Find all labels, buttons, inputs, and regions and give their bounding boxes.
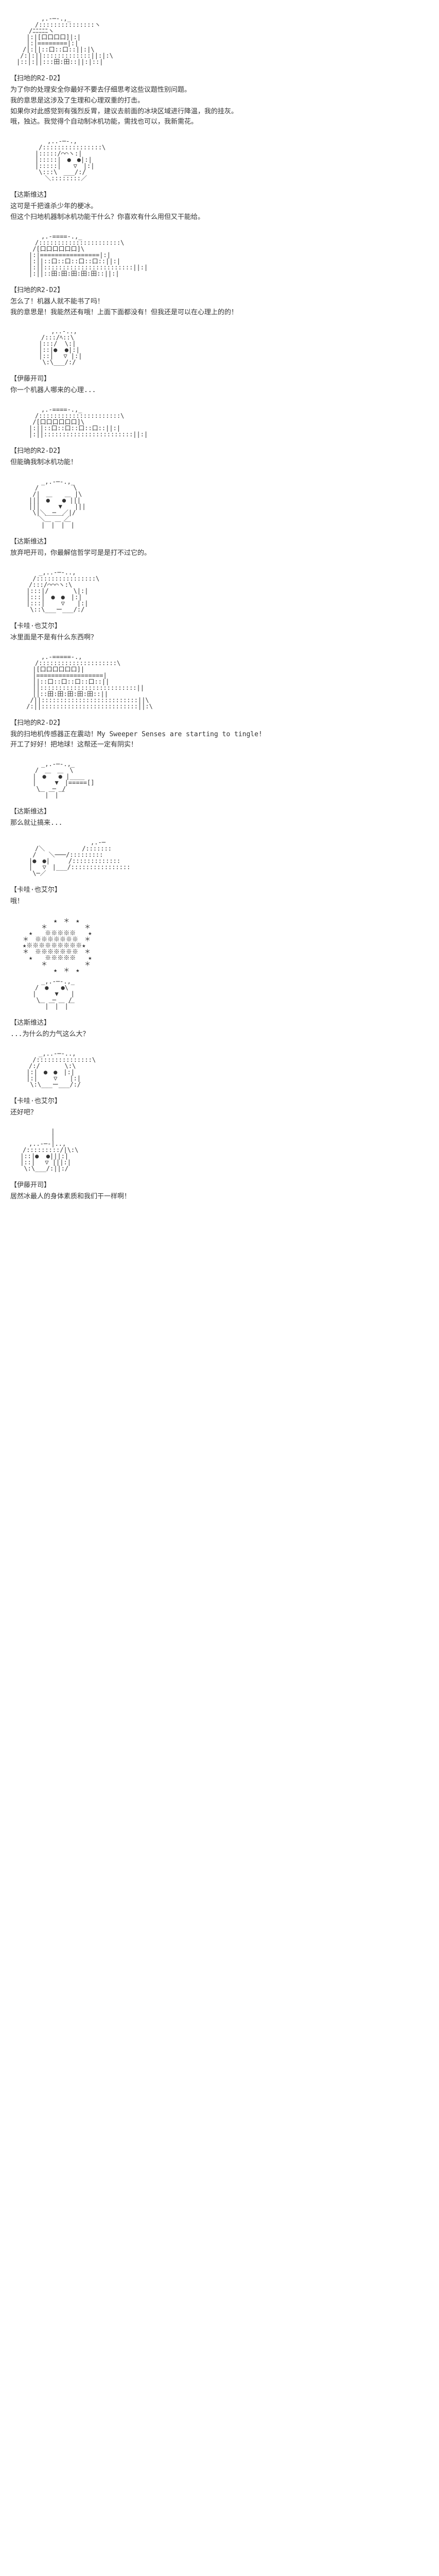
line: 但这个扫地机器制冰机功能干什么？你喜欢有什么用但又干能给。 — [10, 212, 429, 223]
dialogue-text: 怎么了！机器人就不能书了吗！ 我的意思是！我能然还有哦！上面下面都没有！但我还是… — [10, 297, 429, 318]
ascii-art-kawa-1: _,..-─-.., /::::::::::::::::\ /:::/⌒⌒⌒ヽ:… — [10, 569, 429, 613]
ascii-art-vader-1: ,..-─-., /::::::::::::::::\ |:::::/⌒⌒ヽ:|… — [10, 138, 429, 181]
dialogue-text: 但能确我制冰机功能！ — [10, 457, 429, 468]
line: 如果你对此感觉到有强烈反胃，建议去前面的冰块区域进行降温，我的挂灰。 — [10, 107, 429, 117]
speaker-label: 【扫地的R2-D2】 — [10, 73, 429, 82]
line: 但能确我制冰机功能！ — [10, 457, 429, 468]
line: 冰里面是不是有什么东西啊？ — [10, 633, 429, 643]
speaker-label: 【扫地的R2-D2】 — [10, 717, 429, 727]
dialogue-text: 那么就让搞来... — [10, 818, 429, 829]
speaker-label: 【伊藤开司】 — [10, 373, 429, 383]
speaker-label: 【卡哇·也艾尔】 — [10, 884, 429, 894]
ascii-art-vader-2: _,.-─-.,_ / \ /| ＿ ＿ |\ ||| ● ● ||| ||| … — [10, 479, 429, 528]
ascii-art-explosion: ★ ＊ ★ ＊ ＊ ★ ※※※※※ ★ ＊ ※※※※※※※ ＊ ★※※※※※※※… — [10, 918, 429, 973]
dialogue-text: 放弃吧开司，你最解信哲学可是是打不过它的。 — [10, 548, 429, 559]
dialogue-text: 这可是千把谁杀少年的梗冰。 但这个扫地机器制冰机功能干什么？你喜欢有什么用但又干… — [10, 201, 429, 223]
dialogue-text: 冰里面是不是有什么东西啊？ — [10, 633, 429, 643]
ascii-art-kaiji-1: ,..-.., /:::/ﾍ::\ |:::/ \:| |::|● ●|:| |… — [10, 328, 429, 365]
line: 为了你的处理安全你最好不要去仔细思考这些议题性别问题。 — [10, 85, 429, 96]
dialogue-text: 哦！ — [10, 896, 429, 907]
line: 你一个机器人哪来的心理... — [10, 385, 429, 396]
ascii-art-r2d2-4: ,.-=====-., /:::::::::::::::::::::\ |[口口… — [10, 654, 429, 709]
speaker-label: 【扫地的R2-D2】 — [10, 445, 429, 455]
line: 这可是千把谁杀少年的梗冰。 — [10, 201, 429, 212]
speaker-label: 【卡哇·也艾尔】 — [10, 1095, 429, 1105]
dialogue-text: 为了你的处理安全你最好不要去仔细思考这些议题性别问题。 我的意思是这涉及了生理和… — [10, 85, 429, 128]
line: 哦，独达。我觉得个自动制冰机功能，需找也可以，我新需花。 — [10, 117, 429, 128]
speaker-label: 【达斯维达】 — [10, 536, 429, 546]
ascii-art-action-1: ,.-─ /＼ /::::::: / ＼───/::::::::: |● ●| … — [10, 839, 429, 876]
line: 还好吧？ — [10, 1108, 429, 1118]
dialogue-text: 还好吧？ — [10, 1108, 429, 1118]
ascii-art-vader-4: _,.-─-.,_ / ● ●\ | ▼ | \ ─ / ￣|￣|￣|￣ — [10, 978, 429, 1009]
line: 开工了好好！把地球！这帮还一定有阴实！ — [10, 740, 429, 751]
dialogue-text: 居然冰最人的身体素质和我们干一样啊！ — [10, 1192, 429, 1202]
speaker-label: 【扫地的R2-D2】 — [10, 284, 429, 294]
line: 我的扫地机传感器正在震动！My Sweeper Senses are start… — [10, 730, 429, 740]
line: 放弃吧开司，你最解信哲学可是是打不过它的。 — [10, 548, 429, 559]
line: 那么就让搞来... — [10, 818, 429, 829]
speaker-label: 【达斯维达】 — [10, 806, 429, 816]
dialogue-text: 你一个机器人哪来的心理... — [10, 385, 429, 396]
ascii-art-kawa-2: _,..-─-.., /:::::::::::::::\ /:/ \:\ |:|… — [10, 1050, 429, 1088]
dialogue-text: 我的扫地机传感器正在震动！My Sweeper Senses are start… — [10, 730, 429, 751]
line: 怎么了！机器人就不能书了吗！ — [10, 297, 429, 308]
ascii-art-r2d2-1: ,.-─-.,_ /:::::::::::::::ヽ /ﾆﾆﾆﾆﾆヽ |:|[口… — [10, 15, 429, 65]
ascii-art-r2d2-3: ,.-====-.,_ /::::::::::::::::::::::\ /[口… — [10, 406, 429, 437]
line: ...为什么的力气这么大？ — [10, 1029, 429, 1040]
speaker-label: 【卡哇·也艾尔】 — [10, 620, 429, 630]
speaker-label: 【达斯维达】 — [10, 189, 429, 199]
speaker-label: 【伊藤开司】 — [10, 1179, 429, 1189]
line: 我的意思是！我能然还有哦！上面下面都没有！但我还是可以在心理上的的！ — [10, 308, 429, 318]
speaker-label: 【达斯维达】 — [10, 1017, 429, 1027]
line: 我的意思是这涉及了生理和心理双重的打击。 — [10, 96, 429, 107]
ascii-art-r2d2-2: ,.-====-.,_ /::::::::::::::::::::::\ /[口… — [10, 233, 429, 277]
ascii-art-vader-3: _,.-─-.,_ / ＿ ＿ \ | ● ● |____ | ▼ |=====… — [10, 761, 429, 798]
line: 居然冰最人的身体素质和我们干一样啊！ — [10, 1192, 429, 1202]
line: 哦！ — [10, 896, 429, 907]
ascii-art-kaiji-2: | | ,..-─-|.., /:::::::::/|\:\ |::|● ●||… — [10, 1128, 429, 1172]
dialogue-text: ...为什么的力气这么大？ — [10, 1029, 429, 1040]
